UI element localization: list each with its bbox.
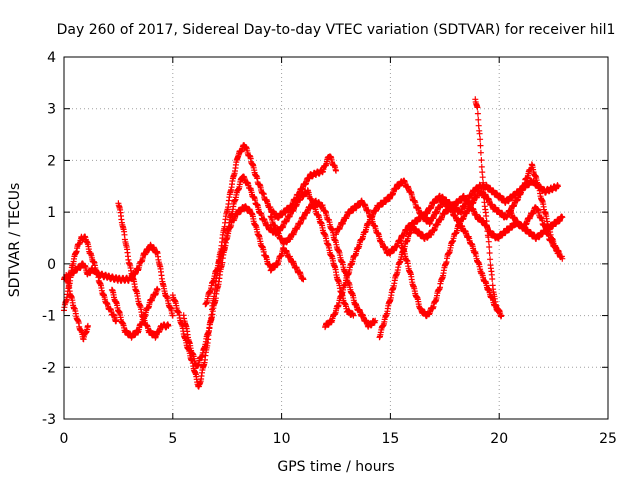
x-tick-label: 5 <box>168 431 177 447</box>
data-point-markers <box>202 203 307 308</box>
y-tick-label: 4 <box>47 50 56 66</box>
series-sat-e <box>108 285 161 341</box>
y-tick-label: 2 <box>47 153 56 169</box>
data-point-markers <box>63 272 91 343</box>
chart-title: Day 260 of 2017, Sidereal Day-to-day VTE… <box>57 22 616 38</box>
series-sat-c <box>63 272 91 343</box>
plot-frame <box>63 56 609 420</box>
y-axis-label: SDTVAR / TECUs <box>7 183 23 298</box>
x-axis-label: GPS time / hours <box>277 459 394 475</box>
series-sat-g <box>180 173 357 369</box>
series-sat-d <box>115 200 172 341</box>
data-point-markers <box>398 161 561 320</box>
x-tick-label: 25 <box>599 431 617 447</box>
x-tick-label: 20 <box>490 431 508 447</box>
data-point-markers <box>267 197 379 330</box>
series-sat-o <box>507 204 566 262</box>
y-tick-label: 1 <box>47 205 56 221</box>
series-sat-m <box>398 161 561 320</box>
x-tick-label: 15 <box>381 431 399 447</box>
data-point-markers <box>472 96 503 314</box>
y-tick-label: -3 <box>42 412 56 428</box>
x-tick-labels: 0 5 10 15 20 25 <box>60 431 617 447</box>
y-tick-label: 3 <box>47 102 56 118</box>
data-points <box>61 96 566 390</box>
series-sat-i <box>267 197 379 330</box>
y-tick-label: -1 <box>42 309 56 325</box>
x-tick-label: 10 <box>273 431 291 447</box>
data-point-markers <box>115 200 172 341</box>
y-tick-label: -2 <box>42 360 56 376</box>
x-tick-label: 0 <box>60 431 69 447</box>
data-point-markers <box>180 173 357 369</box>
y-tick-label: 0 <box>47 257 56 273</box>
series-sat-n <box>472 96 503 314</box>
data-point-markers <box>507 204 566 262</box>
series-sat-h <box>202 203 307 308</box>
axis-ticks <box>63 56 609 420</box>
y-tick-labels: -3 -2 -1 0 1 2 3 4 <box>42 50 56 428</box>
data-point-markers <box>108 285 161 341</box>
